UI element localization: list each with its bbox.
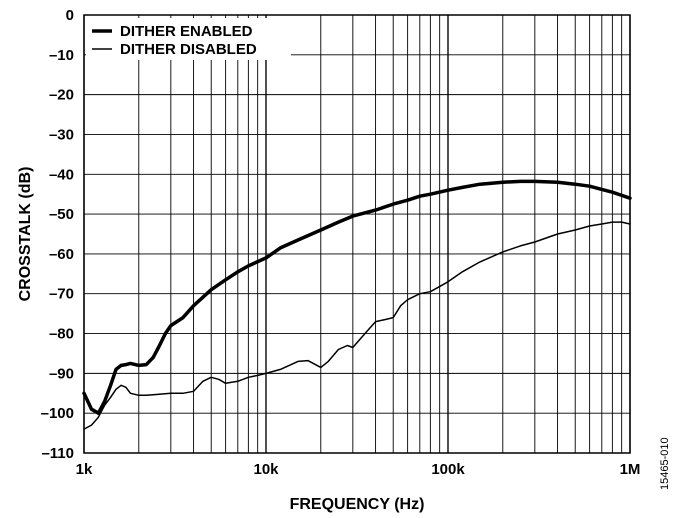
legend-label-dither-enabled: DITHER ENABLED — [120, 23, 253, 40]
y-tick-label: –80 — [49, 326, 74, 343]
legend: DITHER ENABLED DITHER DISABLED — [86, 18, 291, 60]
y-tick-label: –110 — [41, 445, 74, 462]
x-tick-labels: 1k 10k 100k 1M — [76, 461, 641, 478]
grid-lines — [83, 14, 631, 454]
y-tick-label: –20 — [49, 87, 74, 104]
y-tick-label: –100 — [41, 405, 74, 422]
x-tick-label: 1k — [76, 461, 93, 478]
series-line-dither-enabled — [82, 179, 632, 415]
x-tick-label: 1M — [620, 461, 641, 478]
x-tick-label: 100k — [431, 461, 465, 478]
series-line-dither-disabled — [83, 221, 631, 430]
series-layer — [82, 179, 632, 430]
y-tick-label: –10 — [49, 47, 74, 64]
plot-frame — [83, 14, 631, 454]
y-axis-title: CROSSTALK (dB) — [17, 167, 34, 302]
y-tick-label: –30 — [49, 126, 74, 143]
y-tick-label: –40 — [49, 166, 74, 183]
y-tick-label: 0 — [66, 7, 74, 24]
y-tick-label: –50 — [49, 206, 74, 223]
y-tick-label: –70 — [49, 286, 74, 303]
y-tick-labels: 0 –10 –20 –30 –40 –50 –60 –70 –80 –90 –100 –110 — [41, 7, 74, 462]
figure-id: 15465-010 — [659, 437, 671, 490]
x-tick-label: 10k — [253, 461, 279, 478]
y-tick-label: –90 — [49, 365, 74, 382]
y-tick-label: –60 — [49, 246, 74, 263]
legend-background — [86, 18, 291, 60]
x-axis-title: FREQUENCY (Hz) — [290, 496, 425, 513]
legend-label-dither-disabled: DITHER DISABLED — [120, 41, 257, 58]
